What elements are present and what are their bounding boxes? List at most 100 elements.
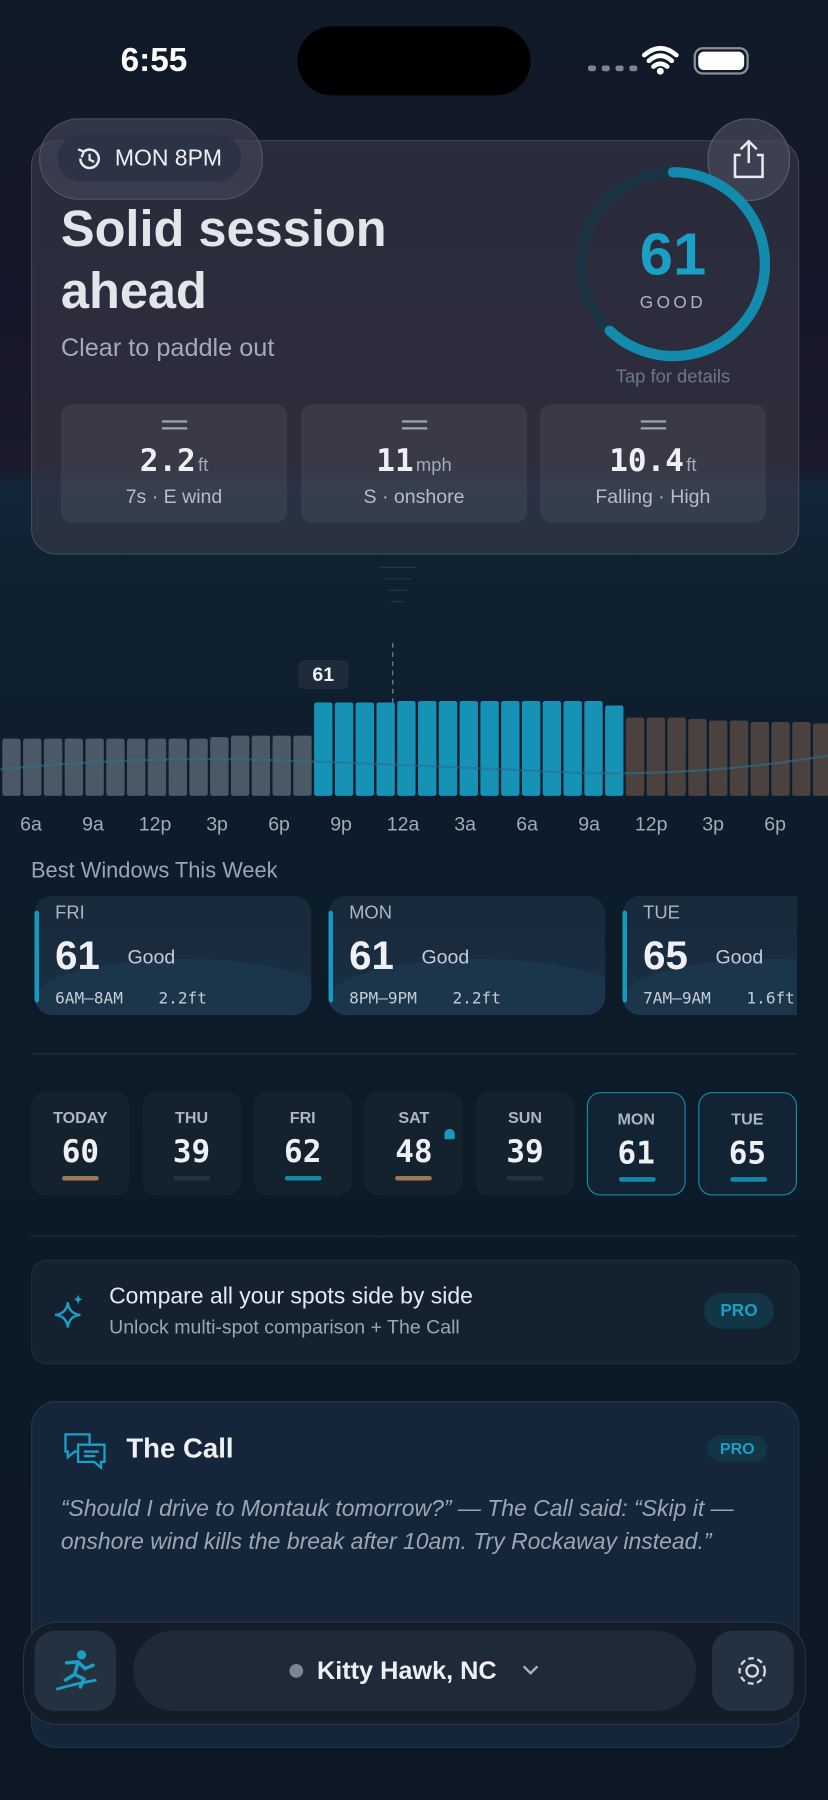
promo-subtitle: Unlock multi-spot comparison + The Call xyxy=(109,1316,460,1338)
forecast-bar xyxy=(293,735,312,796)
forecast-bar xyxy=(397,700,416,796)
forecast-bar xyxy=(168,738,187,796)
metric-icon xyxy=(640,420,667,430)
score-label: GOOD xyxy=(639,292,707,313)
window-time: 8PM–9PM xyxy=(349,989,417,1009)
window-height: 2.2ft xyxy=(452,989,501,1009)
forecast-bar xyxy=(251,735,271,796)
window-day: MON xyxy=(349,903,392,924)
day-tile[interactable]: SAT 48 xyxy=(364,1092,463,1195)
metric-detail: Falling · High xyxy=(595,485,711,508)
settings-icon xyxy=(738,1657,766,1685)
window-accent xyxy=(34,910,40,1003)
metric-unit: ft xyxy=(198,455,209,476)
forecast-bar xyxy=(189,738,208,796)
header-card xyxy=(31,140,800,555)
x-label: 9p xyxy=(330,813,352,835)
day-label: TODAY xyxy=(53,1108,108,1127)
pro-badge: PRO xyxy=(703,1293,775,1329)
pro-badge: PRO xyxy=(707,1435,768,1462)
window-card[interactable]: FRI 61 Good 6AM–8AM 2.2ft xyxy=(34,895,312,1016)
history-icon xyxy=(77,148,100,170)
chevron-down xyxy=(522,1665,539,1675)
day-tile[interactable]: TUE 65 xyxy=(697,1092,797,1196)
x-label: 9a xyxy=(578,813,600,835)
share-icon xyxy=(733,139,764,179)
metric-unit: ft xyxy=(686,455,697,476)
forecast-bar xyxy=(709,720,728,796)
forecast-bar xyxy=(85,738,104,796)
window-card[interactable]: MON 61 Good 8PM–9PM 2.2ft xyxy=(328,895,606,1016)
forecast-bar xyxy=(688,719,707,796)
window-height: 2.2ft xyxy=(158,989,207,1009)
score-gauge[interactable] xyxy=(570,161,777,368)
time-chip-label: MON 8PM xyxy=(114,145,223,172)
subtitle: Clear to paddle out xyxy=(60,333,275,362)
window-time: 6AM–8AM xyxy=(55,989,123,1009)
day-score: 62 xyxy=(284,1134,322,1171)
forecast-bar xyxy=(501,700,520,796)
metric-icon xyxy=(401,420,428,430)
day-tile[interactable]: THU 39 xyxy=(142,1092,241,1195)
day-label: THU xyxy=(175,1108,209,1127)
day-bar xyxy=(62,1175,99,1181)
forecast-bar xyxy=(334,702,354,796)
window-time: 7AM–9AM xyxy=(643,989,711,1009)
timeline-chart: 61 6a 9a 12p 3p 6p 9p 12a 3a 6a 9a 12p 3p 6p xyxy=(0,566,828,835)
x-label: 3p xyxy=(206,813,228,835)
alert-bell xyxy=(444,1128,456,1140)
status-time: 6:55 xyxy=(120,42,188,80)
day-score: 61 xyxy=(617,1135,655,1172)
day-score: 39 xyxy=(506,1134,544,1171)
forecast-bar xyxy=(438,700,458,796)
forecast-bar xyxy=(210,737,229,796)
metric-tile xyxy=(539,404,766,523)
forecast-bar xyxy=(646,717,666,796)
window-accent xyxy=(622,910,628,1003)
window-card[interactable]: TUE 65 Good 7AM–9AM 1.6ft xyxy=(622,895,797,1016)
day-tile[interactable]: FRI 62 xyxy=(253,1092,352,1195)
promo-card[interactable] xyxy=(31,1259,800,1365)
forecast-bar xyxy=(729,720,749,796)
x-label: 12p xyxy=(635,813,668,835)
divider xyxy=(31,1053,797,1055)
window-rating: Good xyxy=(127,946,176,969)
day-score: 48 xyxy=(395,1134,433,1171)
metric-detail: S · onshore xyxy=(363,485,465,508)
settings-button[interactable] xyxy=(712,1630,794,1712)
x-label: 12a xyxy=(387,813,420,835)
chat-icon xyxy=(64,1433,106,1470)
window-rating: Good xyxy=(715,946,764,969)
window-accent xyxy=(328,910,334,1003)
x-label: 3a xyxy=(454,813,476,835)
location-picker[interactable] xyxy=(133,1630,696,1712)
metric-value-row: 2.2 ft xyxy=(61,446,287,477)
day-bar xyxy=(618,1177,656,1182)
day-tile[interactable]: SUN 39 xyxy=(476,1092,575,1195)
forecast-bar xyxy=(106,738,125,796)
location-dot xyxy=(289,1664,304,1678)
the-call-title: The Call xyxy=(126,1433,234,1465)
day-tile[interactable]: MON 61 xyxy=(586,1092,686,1196)
metric-unit: mph xyxy=(415,455,452,476)
x-label: 6a xyxy=(516,813,538,835)
day-score: 60 xyxy=(61,1134,100,1171)
x-label: 3p xyxy=(702,813,724,835)
forecast-bar xyxy=(459,700,478,796)
metric-detail: 7s · E wind xyxy=(125,485,223,508)
day-bar xyxy=(395,1175,433,1181)
forecast-bar xyxy=(812,723,828,796)
window-score: 61 xyxy=(349,933,394,979)
day-tile[interactable]: TODAY 60 xyxy=(31,1092,130,1195)
forecast-bar xyxy=(355,702,375,796)
window-score: 65 xyxy=(643,933,688,979)
day-bar xyxy=(506,1175,544,1181)
surfer-icon xyxy=(55,1650,97,1691)
forecast-bar xyxy=(667,717,686,796)
divider xyxy=(31,1235,797,1237)
time-chip[interactable] xyxy=(57,134,242,182)
day-label: FRI xyxy=(289,1108,316,1127)
metric-value: 2.2 xyxy=(139,443,196,479)
x-label: 9a xyxy=(82,813,104,835)
